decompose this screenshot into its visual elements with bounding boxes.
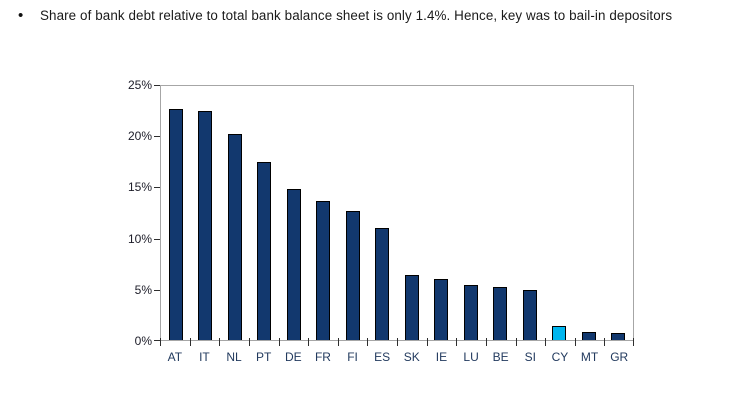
bar-SI (522, 290, 537, 340)
x-tick-3 (248, 338, 250, 346)
bar-cell-MT (574, 86, 604, 340)
x-axis-label-IT: IT (199, 350, 210, 364)
bar-DE (286, 188, 301, 340)
bullet-point: • Share of bank debt relative to total b… (18, 7, 718, 24)
bar-AT (168, 109, 183, 340)
bar-NL (227, 133, 242, 340)
x-axis-label-FI: FI (347, 350, 358, 364)
bar-IT (198, 111, 213, 340)
x-axis-label-PT: PT (256, 350, 272, 364)
bar-FR (316, 200, 331, 340)
bar-GR (611, 332, 626, 340)
y-axis-label-10: 10% (127, 231, 152, 246)
x-tick-16 (633, 338, 634, 346)
x-tick-1 (189, 338, 191, 346)
y-tick-0 (154, 340, 160, 341)
x-tick-8 (397, 338, 398, 346)
x-tick-2 (219, 338, 221, 346)
x-axis-label-GR: GR (610, 350, 629, 364)
x-tick-4 (278, 338, 280, 346)
x-tick-15 (604, 338, 606, 346)
bar-ES (375, 228, 390, 340)
x-axis-label-IE: IE (435, 350, 448, 364)
bar-cell-SK (397, 86, 427, 340)
x-tick-11 (485, 338, 487, 346)
x-axis-label-SI: SI (524, 350, 536, 364)
bar-BE (493, 287, 508, 340)
bar-cell-PT (250, 86, 280, 340)
bar-PT (257, 162, 272, 340)
y-tick-5 (154, 289, 160, 291)
bar-cell-ES (368, 86, 398, 340)
x-tick-0 (160, 338, 161, 346)
y-axis-label-5: 5% (134, 282, 152, 297)
x-axis-label-FR: FR (314, 350, 331, 364)
y-axis-label-25: 25% (127, 78, 152, 92)
bar-cell-NL (220, 86, 250, 340)
x-axis-labels: AT IT NL PT DE FR FI ES SK IE LU BE SI CY MT GR (160, 350, 634, 364)
bar-CY (552, 325, 567, 340)
x-axis-label-ES: ES (374, 350, 391, 364)
x-tick-13 (545, 338, 547, 346)
y-tick-10 (154, 238, 160, 240)
bar-cell-GR (604, 86, 634, 340)
y-axis-label-20: 20% (127, 129, 152, 144)
y-tick-20 (154, 136, 160, 138)
y-tick-25 (154, 85, 160, 86)
bar-cell-IE (427, 86, 457, 340)
x-tick-5 (308, 338, 310, 346)
x-tick-14 (574, 338, 576, 346)
bar-cell-LU (456, 86, 486, 340)
bar-cell-DE (279, 86, 309, 340)
x-axis-label-AT: AT (167, 350, 183, 364)
y-axis-label-15: 15% (127, 180, 152, 195)
x-axis-label-LU: LU (463, 350, 479, 364)
bar-IE (434, 279, 449, 340)
x-tick-12 (515, 338, 517, 346)
x-tick-7 (367, 338, 369, 346)
bar-cell-SI (515, 86, 545, 340)
x-axis-ticks (160, 338, 634, 346)
bar-cell-CY (545, 86, 575, 340)
x-axis-label-CY: CY (551, 350, 569, 364)
bar-cell-AT (161, 86, 191, 340)
y-axis-labels: 0% 5% 10% 15% 20% 25% (60, 78, 152, 348)
bar-cell-FI (338, 86, 368, 340)
x-tick-6 (337, 338, 339, 346)
plot-area (160, 85, 634, 341)
y-axis-label-0: 0% (134, 334, 152, 348)
bar-MT (581, 331, 596, 340)
bar-cell-FR (309, 86, 339, 340)
bar-cell-IT (191, 86, 221, 340)
x-axis-label-SK: SK (403, 350, 420, 364)
x-axis-label-BE: BE (492, 350, 509, 364)
y-axis-ticks (154, 85, 160, 341)
x-axis-label-DE: DE (284, 350, 302, 364)
bar-LU (463, 285, 478, 340)
bar-cell-BE (486, 86, 516, 340)
x-axis-label-NL: NL (226, 350, 242, 364)
y-tick-15 (154, 187, 160, 189)
bar-SK (404, 274, 419, 340)
x-tick-9 (426, 338, 428, 346)
x-axis-label-MT: MT (580, 350, 599, 364)
x-tick-10 (456, 338, 458, 346)
bullet-icon: • (18, 7, 24, 24)
bullet-text: Share of bank debt relative to total ban… (40, 8, 673, 23)
bar-FI (345, 210, 360, 340)
